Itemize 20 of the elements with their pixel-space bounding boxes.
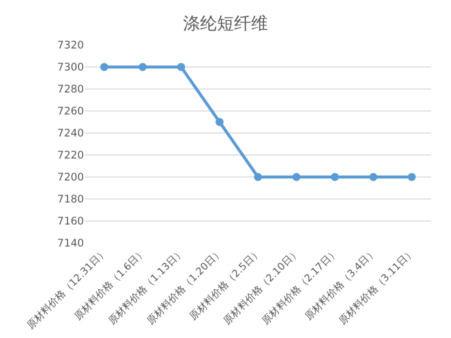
y-tick-label: 7240 [57, 128, 84, 140]
y-tick-label: 7160 [57, 216, 84, 228]
point [177, 63, 186, 71]
y-tick-label: 7320 [57, 40, 84, 52]
y-tick-label: 7200 [57, 172, 84, 184]
point [408, 173, 416, 181]
y-tick-label: 7300 [57, 62, 84, 74]
y-tick-label: 7180 [57, 194, 84, 206]
point [216, 118, 224, 126]
chart-title: 涤纶短纤维 [183, 14, 268, 34]
y-tick-label: 7220 [57, 150, 84, 162]
y-tick-label: 7140 [57, 238, 84, 250]
point [369, 173, 378, 181]
point [138, 63, 147, 71]
y-tick-label: 7280 [57, 84, 84, 96]
point [100, 63, 108, 71]
point [330, 173, 339, 181]
point [292, 173, 300, 181]
y-tick-label: 7260 [57, 106, 84, 118]
point [254, 173, 262, 181]
